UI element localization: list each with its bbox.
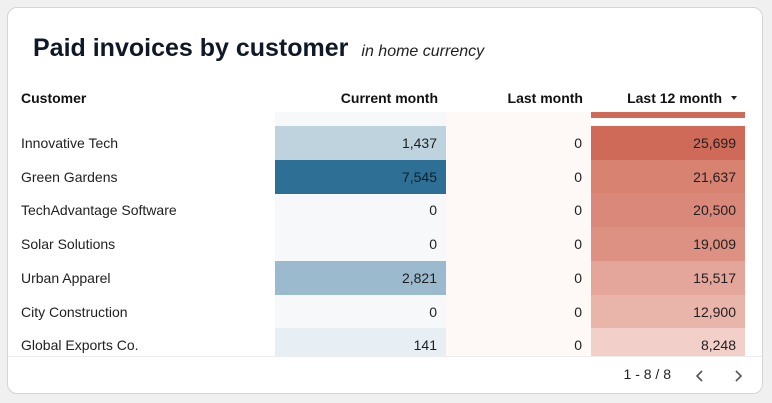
column-header-current-month[interactable]: Current month (340, 90, 438, 106)
last-month-cell: 0 (574, 269, 582, 286)
current-month-cell: 7,545 (275, 159, 446, 194)
customer-cell: Green Gardens (21, 168, 118, 185)
last-month-cell: 0 (574, 303, 582, 320)
column-header-last-12-month-label: Last 12 month (627, 90, 722, 106)
invoices-table: Customer Current month Last month Last 1… (8, 84, 762, 356)
last-month-column-bg (446, 112, 591, 356)
title-row: Paid invoices by customer in home curren… (33, 34, 484, 63)
table-row[interactable]: TechAdvantage Software 0 0 20,500 (8, 193, 762, 228)
chevron-left-icon (695, 370, 703, 382)
last-month-cell: 0 (574, 202, 582, 219)
next-page-button[interactable] (725, 363, 751, 389)
table-row[interactable]: Urban Apparel 2,821 0 15,517 (8, 260, 762, 295)
last-12-month-cell: 12,900 (591, 294, 745, 329)
last-month-cell: 0 (574, 135, 582, 151)
table-row[interactable]: Global Exports Co. 141 0 8,248 (8, 328, 762, 356)
customer-cell: City Construction (21, 303, 128, 320)
last-12-month-cell: 15,517 (591, 260, 745, 295)
previous-page-button[interactable] (687, 363, 713, 389)
sort-descending-icon (731, 96, 737, 100)
last-month-cell: 0 (574, 236, 582, 253)
last-month-cell: 0 (574, 337, 582, 354)
customer-cell: Global Exports Co. (21, 337, 139, 354)
table-row[interactable]: Solar Solutions 0 0 19,009 (8, 227, 762, 262)
last-12-month-cell: 20,500 (591, 193, 745, 228)
current-month-cell: 141 (275, 328, 446, 356)
current-month-cell: 2,821 (275, 260, 446, 295)
column-header-last-month[interactable]: Last month (507, 90, 583, 106)
current-month-cell: 0 (429, 202, 437, 219)
column-header-customer[interactable]: Customer (21, 90, 87, 106)
partially-scrolled-heat-cell (591, 108, 745, 118)
chevron-right-icon (735, 370, 743, 382)
invoices-card: Paid invoices by customer in home curren… (7, 7, 763, 394)
last-month-cell: 0 (574, 168, 582, 185)
customer-cell: Urban Apparel (21, 269, 111, 286)
customer-cell: Solar Solutions (21, 236, 116, 253)
column-header-last-12-month[interactable]: Last 12 month (627, 84, 737, 112)
last-12-month-cell: 25,699 (591, 126, 745, 160)
table-row[interactable]: Innovative Tech 1,437 0 25,699 (8, 126, 762, 160)
current-month-cell: 0 (429, 236, 437, 253)
partially-scrolled-row (8, 108, 762, 118)
card-subtitle: in home currency (361, 43, 485, 60)
table-footer: 1 - 8 / 8 (8, 356, 762, 393)
last-12-month-cell: 21,637 (591, 159, 745, 194)
card-title: Paid invoices by customer (33, 34, 349, 62)
current-month-cell: 0 (429, 303, 437, 320)
customer-cell: Innovative Tech (21, 135, 119, 151)
last-12-month-cell: 8,248 (591, 328, 745, 356)
table-header: Customer Current month Last month Last 1… (8, 84, 762, 112)
customer-cell: TechAdvantage Software (21, 202, 177, 219)
pagination-label: 1 - 8 / 8 (623, 366, 671, 382)
table-row[interactable]: Green Gardens 7,545 0 21,637 (8, 159, 762, 194)
current-month-cell: 1,437 (275, 126, 446, 160)
table-row[interactable]: City Construction 0 0 12,900 (8, 294, 762, 329)
last-12-month-cell: 19,009 (591, 227, 745, 262)
